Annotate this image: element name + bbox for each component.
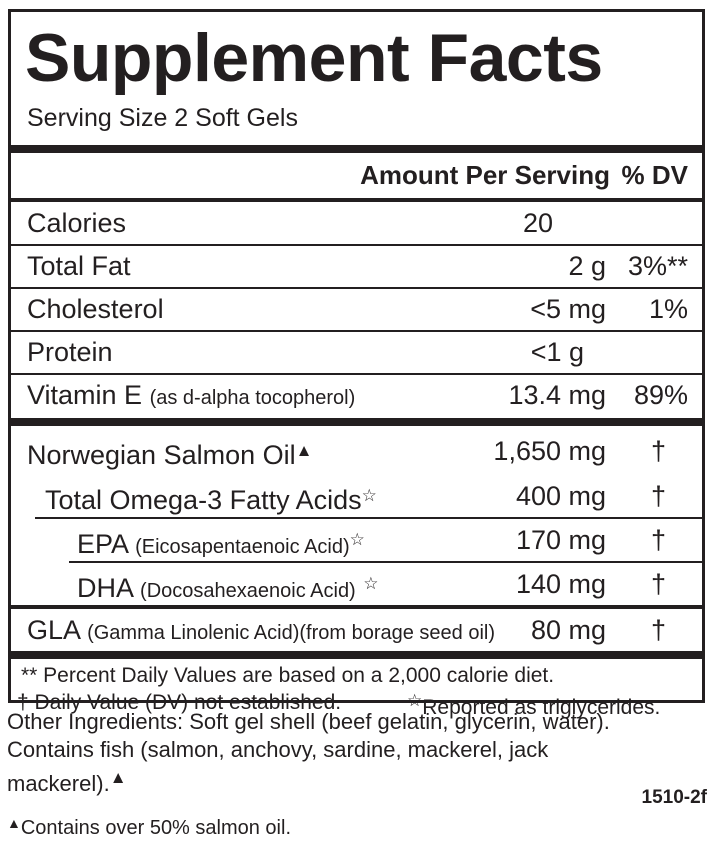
nutrient-dv: 1% — [648, 294, 688, 324]
footnote-percent-dv: ** Percent Daily Values are based on a 2… — [21, 664, 555, 687]
nutrient-dv: 3%** — [627, 251, 688, 281]
ingredient-dv: † — [650, 569, 666, 599]
ingredient-amount: 140 mg — [515, 569, 606, 599]
supplement-facts-panel: Supplement Facts Serving Size 2 Soft Gel… — [8, 9, 705, 719]
serving-size: Serving Size 2 Soft Gels — [27, 104, 298, 132]
ingredient-full-name: (Gamma Linolenic Acid)(from borage seed … — [87, 622, 496, 644]
salmon-oil-note-text: Contains over 50% salmon oil. — [20, 817, 291, 839]
ingredient-amount: 400 mg — [515, 481, 606, 511]
ingredient-name: Norwegian Salmon Oil — [27, 440, 296, 470]
divider-thin — [11, 244, 702, 246]
ingredient-amount: 170 mg — [515, 525, 606, 555]
footnote-dagger: † Daily Value (DV) not established. — [17, 691, 342, 714]
divider-thin — [11, 287, 702, 289]
ingredient-name: DHA — [77, 573, 133, 603]
ingredient-name-group: Total Omega-3 Fatty Acids☆ — [45, 475, 377, 521]
star-icon: ☆ — [363, 574, 379, 593]
nutrient-name: Vitamin E — [27, 380, 143, 410]
star-icon: ☆ — [407, 691, 423, 710]
nutrient-amount: 2 g — [568, 251, 606, 281]
ingredient-dv: † — [650, 525, 666, 555]
triangle-icon: ▲ — [295, 441, 313, 460]
ingredient-name-group: Norwegian Salmon Oil▲ — [27, 430, 312, 476]
panel-title: Supplement Facts — [25, 20, 603, 96]
divider-thick — [11, 418, 702, 426]
product-code: 1510-2f — [641, 787, 708, 808]
amount-per-serving-header: Amount Per Serving — [360, 160, 610, 190]
nutrient-row-cholesterol: Cholesterol <5 mg 1% — [11, 288, 702, 330]
divider-medium — [11, 605, 702, 609]
divider-thin — [69, 561, 702, 563]
nutrient-name: Calories — [27, 208, 127, 238]
other-ingredients-text: Other Ingredients: Soft gel shell (beef … — [7, 709, 610, 796]
nutrient-row-protein: Protein <1 g — [11, 331, 702, 373]
ingredient-name-group: EPA (Eicosapentaenoic Acid)☆ — [77, 519, 365, 568]
ingredient-row-dha: DHA (Docosahexaenoic Acid) ☆ 140 mg † — [11, 563, 702, 605]
salmon-oil-note: ▲Contains over 50% salmon oil. — [7, 815, 291, 840]
ingredient-name: EPA — [77, 529, 128, 559]
ingredient-name: GLA — [27, 615, 80, 645]
ingredient-row-epa: EPA (Eicosapentaenoic Acid)☆ 170 mg † — [11, 519, 702, 561]
nutrient-amount: <1 g — [530, 337, 584, 367]
nutrient-amount: 13.4 mg — [508, 380, 606, 410]
ingredient-row-salmon-oil: Norwegian Salmon Oil▲ 1,650 mg † — [11, 430, 702, 472]
nutrient-source: (as d-alpha tocopherol) — [149, 387, 356, 409]
nutrient-name: Cholesterol — [27, 294, 164, 324]
triangle-icon: ▲ — [109, 768, 127, 787]
nutrient-amount: <5 mg — [530, 294, 606, 324]
divider-thin — [11, 330, 702, 332]
nutrient-name-group: Vitamin E (as d-alpha tocopherol) — [27, 374, 355, 419]
divider-thick — [11, 145, 702, 153]
star-icon: ☆ — [349, 530, 365, 549]
ingredient-full-name: (Docosahexaenoic Acid) — [140, 580, 356, 602]
triangle-icon: ▲ — [7, 815, 21, 831]
ingredient-dv: † — [650, 615, 666, 645]
ingredient-amount: 80 mg — [530, 615, 606, 645]
nutrient-dv: 89% — [633, 380, 688, 410]
ingredient-name-group: GLA (Gamma Linolenic Acid)(from borage s… — [27, 609, 495, 654]
dv-header: % DV — [621, 160, 688, 190]
ingredient-name: Total Omega-3 Fatty Acids — [45, 485, 362, 515]
ingredient-amount: 1,650 mg — [493, 436, 606, 466]
star-icon: ☆ — [361, 486, 377, 505]
nutrient-amount: 20 — [523, 208, 554, 238]
divider-thick — [11, 651, 702, 659]
divider-medium — [11, 198, 702, 202]
footnote-star: Reported as triglycerides. — [422, 696, 661, 719]
ingredient-row-gla: GLA (Gamma Linolenic Acid)(from borage s… — [11, 609, 702, 651]
ingredient-full-name: (Eicosapentaenoic Acid) — [135, 536, 350, 558]
footnote-star-group: ☆Reported as triglycerides. — [407, 691, 660, 720]
ingredient-dv: † — [650, 436, 666, 466]
nutrient-name: Protein — [27, 337, 113, 367]
nutrient-row-total-fat: Total Fat 2 g 3%** — [11, 245, 702, 287]
nutrient-name: Total Fat — [27, 251, 131, 281]
nutrient-row-calories: Calories 20 — [11, 202, 702, 244]
ingredient-dv: † — [650, 481, 666, 511]
other-ingredients: Other Ingredients: Soft gel shell (beef … — [7, 708, 627, 798]
divider-thin — [35, 517, 702, 519]
nutrient-row-vitamin-e: Vitamin E (as d-alpha tocopherol) 13.4 m… — [11, 374, 702, 416]
ingredient-name-group: DHA (Docosahexaenoic Acid) ☆ — [77, 563, 379, 612]
divider-thin — [11, 373, 702, 375]
ingredient-row-omega3: Total Omega-3 Fatty Acids☆ 400 mg † — [11, 475, 702, 517]
